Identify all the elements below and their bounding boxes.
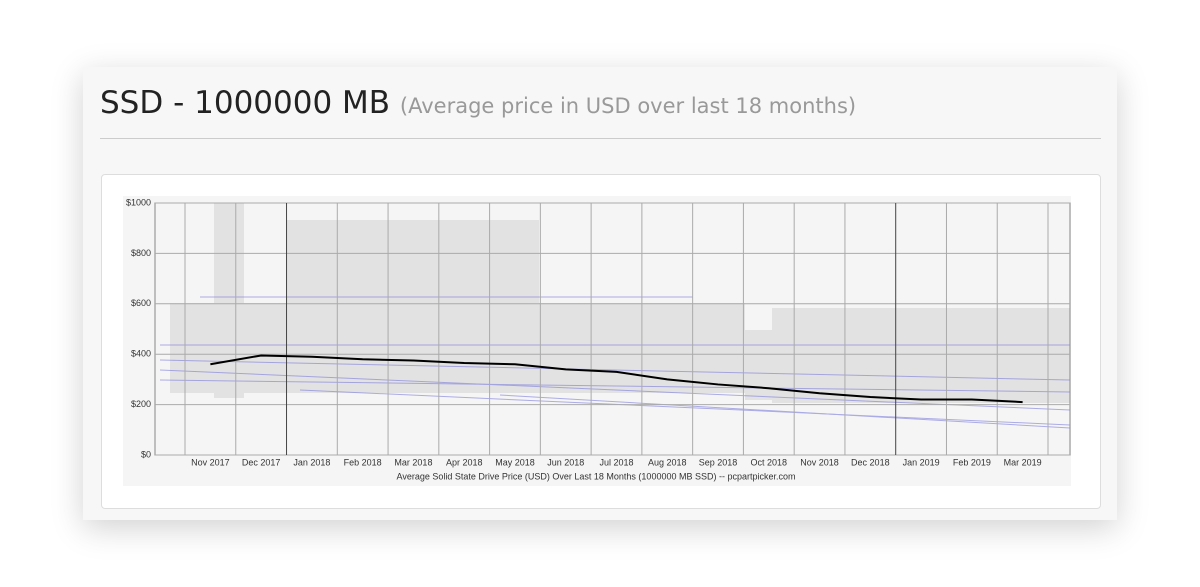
title: SSD - 1000000 MB: [100, 85, 391, 121]
price-ranges: [170, 203, 1070, 403]
x-axis-label: Average Solid State Drive Price (USD) Ov…: [397, 471, 796, 481]
x-tick-label: Feb 2019: [953, 457, 991, 467]
x-tick-label: Mar 2018: [394, 457, 432, 467]
x-tick-label: Mar 2019: [1004, 457, 1042, 467]
x-tick-label: Nov 2017: [191, 457, 230, 467]
y-tick-label: $800: [131, 248, 151, 258]
x-tick-label: Jul 2018: [599, 457, 633, 467]
x-tick-label: Sep 2018: [699, 457, 738, 467]
y-tick-label: $1000: [126, 197, 151, 207]
y-tick-label: $0: [141, 449, 151, 459]
x-tick-label: Dec 2017: [242, 457, 281, 467]
price-traces: [159, 296, 1071, 429]
y-tick-label: $400: [131, 349, 151, 359]
x-tick-label: Jan 2019: [903, 457, 940, 467]
y-tick-label: $200: [131, 399, 151, 409]
x-tick-label: Dec 2018: [851, 457, 890, 467]
subtitle: (Average price in USD over last 18 month…: [399, 94, 857, 118]
x-tick-label: Jan 2018: [293, 457, 330, 467]
x-tick-label: Nov 2018: [800, 457, 839, 467]
y-tick-label: $600: [131, 298, 151, 308]
divider: [100, 138, 1101, 139]
header: SSD - 1000000 MB (Average price in USD o…: [100, 85, 856, 121]
x-tick-label: Feb 2018: [344, 457, 382, 467]
x-tick-label: Aug 2018: [648, 457, 687, 467]
price-line: [210, 354, 1023, 404]
x-tick-label: Jun 2018: [547, 457, 584, 467]
x-tick-label: Oct 2018: [751, 457, 788, 467]
x-tick-label: Apr 2018: [446, 457, 483, 467]
x-tick-label: May 2018: [495, 457, 535, 467]
